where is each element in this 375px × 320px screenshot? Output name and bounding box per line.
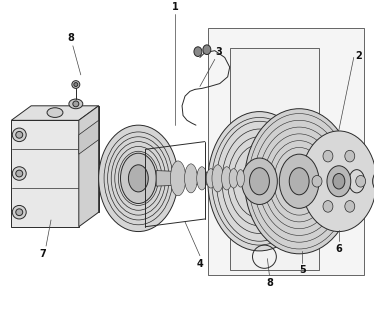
- Text: 4: 4: [196, 259, 203, 268]
- Ellipse shape: [222, 167, 232, 190]
- Ellipse shape: [373, 171, 375, 192]
- Polygon shape: [79, 120, 99, 154]
- Ellipse shape: [279, 154, 319, 208]
- Ellipse shape: [323, 150, 333, 162]
- Ellipse shape: [212, 165, 223, 192]
- Polygon shape: [11, 120, 79, 227]
- Polygon shape: [208, 28, 364, 275]
- Polygon shape: [31, 106, 99, 212]
- Text: 6: 6: [336, 244, 342, 254]
- Ellipse shape: [72, 81, 80, 88]
- Ellipse shape: [16, 170, 23, 177]
- Ellipse shape: [312, 175, 322, 187]
- Polygon shape: [11, 106, 99, 120]
- Polygon shape: [79, 106, 99, 227]
- Text: 5: 5: [299, 265, 306, 276]
- Ellipse shape: [12, 167, 26, 180]
- Ellipse shape: [184, 164, 197, 193]
- Text: 7: 7: [40, 249, 46, 259]
- Ellipse shape: [73, 101, 79, 107]
- Ellipse shape: [345, 150, 355, 162]
- Ellipse shape: [237, 170, 244, 187]
- Ellipse shape: [12, 205, 26, 219]
- Ellipse shape: [197, 167, 207, 190]
- Ellipse shape: [333, 173, 345, 189]
- Text: 1: 1: [172, 2, 178, 12]
- Ellipse shape: [47, 108, 63, 117]
- Ellipse shape: [208, 112, 311, 251]
- Ellipse shape: [229, 169, 238, 188]
- Ellipse shape: [170, 161, 186, 196]
- Ellipse shape: [12, 128, 26, 141]
- Text: 8: 8: [68, 33, 74, 43]
- Ellipse shape: [327, 166, 351, 197]
- Ellipse shape: [203, 45, 211, 54]
- Ellipse shape: [249, 168, 269, 195]
- Text: 2: 2: [356, 51, 363, 60]
- Ellipse shape: [194, 47, 202, 56]
- Ellipse shape: [289, 168, 309, 195]
- Text: 8: 8: [266, 278, 273, 288]
- Ellipse shape: [244, 109, 354, 254]
- Ellipse shape: [99, 125, 178, 232]
- Ellipse shape: [301, 131, 375, 232]
- Ellipse shape: [69, 99, 83, 109]
- Ellipse shape: [74, 83, 78, 86]
- Ellipse shape: [356, 175, 366, 187]
- Ellipse shape: [206, 169, 215, 188]
- Ellipse shape: [16, 209, 23, 216]
- Polygon shape: [230, 48, 319, 270]
- Ellipse shape: [120, 153, 156, 204]
- Text: 3: 3: [216, 47, 222, 58]
- Ellipse shape: [242, 158, 278, 204]
- Ellipse shape: [323, 201, 333, 212]
- Ellipse shape: [129, 165, 148, 192]
- Ellipse shape: [16, 132, 23, 138]
- Polygon shape: [156, 171, 208, 186]
- Ellipse shape: [345, 201, 355, 212]
